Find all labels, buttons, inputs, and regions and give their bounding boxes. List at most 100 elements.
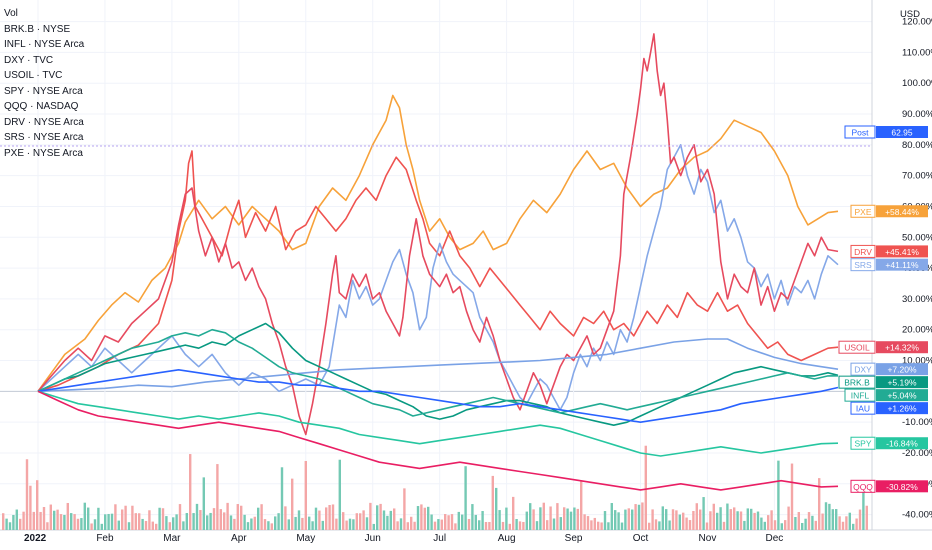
- price-badge-post[interactable]: Post 62.95: [844, 125, 928, 139]
- price-badge-brkb[interactable]: BRK.B +5.19%: [838, 375, 928, 389]
- volume-bar: [212, 508, 216, 530]
- volume-bar: [512, 496, 515, 530]
- badge-value: +45.41%: [885, 247, 919, 257]
- volume-bar: [410, 516, 413, 530]
- series-line-qqq[interactable]: [37, 390, 839, 491]
- volume-bar: [253, 516, 256, 530]
- volume-bar: [508, 523, 511, 530]
- badge-value: +41.11%: [885, 260, 919, 270]
- series-line-usoil[interactable]: [37, 33, 839, 436]
- volume-bar: [430, 514, 433, 530]
- volume-bar: [372, 523, 375, 530]
- volume-bar: [19, 518, 22, 530]
- series-line-spy[interactable]: [37, 390, 839, 457]
- volume-bar: [127, 522, 131, 530]
- volume-bar: [631, 509, 634, 530]
- volume-bar: [97, 507, 100, 530]
- volume-bar: [233, 518, 236, 530]
- volume-bar: [862, 485, 865, 530]
- volume-bar: [175, 514, 178, 530]
- volume-bar: [433, 521, 437, 530]
- volume-bar: [393, 508, 396, 530]
- volume-bar: [481, 511, 484, 530]
- price-badge-dxy[interactable]: DXY +7.20%: [850, 362, 928, 376]
- volume-bar: [386, 515, 389, 530]
- badge-ticker: PXE: [854, 207, 871, 217]
- volume-bar: [49, 504, 52, 530]
- volume-bar: [654, 519, 658, 530]
- volume-bar: [80, 518, 83, 530]
- volume-bar: [189, 454, 192, 530]
- volume-bar: [552, 518, 556, 530]
- volume-bar: [556, 503, 559, 530]
- volume-bar: [15, 509, 18, 530]
- volume-bar: [246, 522, 250, 530]
- volume-bar: [209, 512, 212, 530]
- volume-bar: [355, 513, 358, 530]
- volume-bar: [821, 513, 824, 530]
- volume-bar: [658, 521, 661, 530]
- price-badge-usoil[interactable]: USOIL +14.32%: [838, 340, 928, 354]
- volume-bar: [287, 519, 290, 530]
- volume-bar: [403, 488, 406, 530]
- price-badge-srs[interactable]: SRS +41.11%: [850, 258, 928, 272]
- volume-bar: [671, 509, 675, 530]
- currency-label: USD: [899, 9, 920, 20]
- series-line-pxe[interactable]: [37, 94, 839, 392]
- volume-bar: [427, 506, 430, 530]
- volume-bar: [178, 504, 182, 530]
- volume-bar: [729, 509, 732, 530]
- volume-bar: [104, 514, 107, 530]
- volume-bar: [100, 523, 103, 530]
- price-badge-drv[interactable]: DRV +45.41%: [850, 244, 928, 258]
- volume-bar: [620, 522, 624, 530]
- volume-bar: [566, 508, 569, 530]
- x-tick-label: Feb: [96, 533, 114, 544]
- y-tick-label: 90.00%: [902, 109, 932, 120]
- volume-bar: [359, 513, 362, 530]
- series-line-dxy[interactable]: [37, 338, 839, 393]
- volume-bar: [824, 502, 828, 530]
- volume-bar: [406, 522, 409, 530]
- price-badge-infl[interactable]: INFL +5.04%: [844, 388, 928, 402]
- volume-bar: [76, 518, 80, 530]
- volume-bar: [66, 502, 69, 530]
- series-line-srs[interactable]: [37, 144, 839, 411]
- volume-bar: [267, 521, 270, 530]
- price-badge-spy[interactable]: SPY -16.84%: [850, 436, 928, 450]
- volume-bar: [311, 521, 314, 530]
- series-line-drv[interactable]: [37, 150, 839, 393]
- price-badge-pxe[interactable]: PXE +58.44%: [850, 204, 928, 218]
- volume-bar: [141, 518, 144, 530]
- x-tick-label: Oct: [633, 533, 649, 544]
- volume-bar: [314, 507, 318, 530]
- badge-value: +7.20%: [887, 365, 917, 375]
- volume-bar: [770, 510, 773, 530]
- volume-bar: [338, 459, 341, 530]
- badge-value: +5.04%: [887, 391, 917, 401]
- y-tick-label: 100.00%: [902, 78, 932, 89]
- y-tick-label: 80.00%: [902, 140, 932, 151]
- x-tick-label: Nov: [699, 533, 717, 544]
- volume-bar: [569, 511, 573, 530]
- price-badge-qqq[interactable]: QQQ -30.82%: [850, 479, 928, 493]
- series-line-brkb[interactable]: [37, 322, 839, 426]
- volume-bar: [818, 478, 821, 530]
- volume-bar: [53, 510, 56, 530]
- volume-bar: [474, 514, 477, 530]
- volume-bar: [73, 514, 76, 530]
- volume-bar: [216, 464, 219, 530]
- volume-bar: [750, 508, 753, 530]
- volume-bar: [617, 512, 620, 530]
- volume-bar: [852, 523, 855, 530]
- y-tick-label: -10.00%: [902, 417, 932, 428]
- badge-value: +1.26%: [887, 404, 917, 414]
- series-line-iau[interactable]: [37, 369, 839, 423]
- volume-bar: [148, 510, 151, 530]
- badge-value: +14.32%: [885, 343, 919, 353]
- volume-bar: [709, 511, 712, 530]
- series-line-infl[interactable]: [37, 328, 839, 417]
- volume-bar: [603, 511, 607, 530]
- price-badge-iau[interactable]: IAU +1.26%: [850, 401, 928, 415]
